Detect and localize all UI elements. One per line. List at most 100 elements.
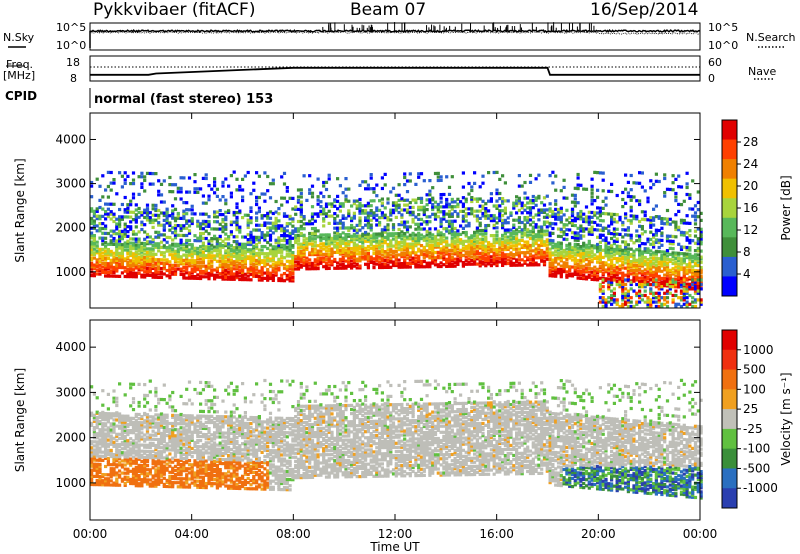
power-cell (238, 209, 242, 213)
power-cell (403, 183, 407, 187)
power-cell (294, 239, 298, 243)
power-cell (179, 226, 183, 230)
power-cell (408, 261, 412, 266)
power-cell (344, 243, 348, 247)
power-cell (461, 239, 465, 243)
power-cell (227, 259, 231, 264)
power-cell (596, 269, 600, 273)
power-cell (487, 242, 491, 247)
power-cell (671, 254, 675, 258)
power-cell (565, 243, 569, 247)
power-cell (143, 264, 147, 268)
power-cell (207, 241, 211, 245)
power-cell (643, 218, 647, 222)
power-cell (196, 236, 200, 240)
power-cell (663, 261, 667, 265)
power-cell (148, 216, 152, 220)
power-cell (582, 275, 586, 279)
power-cell (431, 203, 435, 207)
power-cell (229, 275, 233, 280)
power-cell (391, 255, 396, 259)
power-cell (520, 229, 524, 234)
power-cell (638, 236, 642, 241)
power-cell (350, 255, 354, 259)
power-cell (582, 243, 586, 247)
power-cell (224, 198, 228, 202)
power-cell (590, 277, 594, 281)
power-cell (221, 254, 225, 258)
power-cell (347, 259, 351, 263)
power-cell (201, 241, 205, 245)
power-cell (207, 222, 211, 226)
power-cell (302, 239, 306, 243)
power-cell (573, 193, 577, 197)
power-cell (470, 252, 474, 256)
power-cell (693, 204, 698, 208)
power-cell (576, 262, 580, 266)
power-cell (484, 237, 488, 241)
power-cell (375, 258, 379, 263)
power-cell (123, 229, 127, 234)
power-cell (389, 244, 393, 248)
power-cell (646, 237, 650, 241)
power-cell (386, 253, 390, 257)
power-cell (238, 242, 242, 246)
power-cell (271, 221, 275, 225)
power-cell (559, 206, 563, 210)
power-cell (665, 300, 670, 304)
power-cell (691, 278, 695, 282)
power-cell (598, 253, 602, 257)
power-cell (134, 255, 138, 259)
power-cell (537, 236, 541, 240)
power-cell (478, 262, 482, 266)
power-cell (249, 255, 253, 259)
power-cell (358, 201, 362, 206)
power-cell (288, 270, 292, 274)
power-cell (520, 203, 524, 208)
power-cell (559, 230, 563, 234)
power-cell (545, 247, 549, 251)
power-cell (624, 245, 628, 249)
power-cell (403, 220, 407, 224)
power-cell (383, 264, 387, 268)
power-cell (176, 249, 180, 253)
power-cell (498, 260, 502, 264)
power-cell (501, 223, 505, 227)
power-cell (218, 265, 222, 269)
power-cell (537, 250, 541, 254)
power-cell (565, 254, 569, 258)
power-cell (682, 278, 686, 282)
power-cell (249, 265, 253, 269)
power-cell (652, 291, 656, 295)
power-cell (352, 241, 356, 245)
power-cell (282, 238, 287, 243)
power-cell (260, 273, 264, 277)
power-cell (512, 254, 516, 258)
power-cell (481, 241, 485, 245)
power-cell (537, 245, 541, 249)
power-cell (168, 267, 172, 271)
power-cell (576, 226, 580, 230)
power-cell (528, 254, 533, 258)
power-cell (531, 231, 535, 235)
power-cell (302, 233, 306, 237)
power-cell (271, 277, 275, 281)
power-cell (660, 264, 664, 268)
power-cell (350, 234, 354, 238)
power-cell (302, 240, 306, 244)
power-cell (635, 291, 639, 295)
power-cell (341, 252, 345, 256)
power-cell (285, 241, 289, 245)
power-cell (134, 245, 138, 249)
power-cell (621, 302, 625, 306)
power-cell (148, 257, 152, 262)
power-cell (145, 218, 150, 222)
power-cell (679, 203, 684, 207)
power-cell (626, 304, 630, 309)
power-cell (548, 258, 552, 262)
power-cell (582, 248, 586, 252)
power-cell (419, 200, 424, 204)
power-cell (308, 235, 312, 239)
power-cell (604, 302, 608, 306)
power-cell (489, 192, 493, 196)
